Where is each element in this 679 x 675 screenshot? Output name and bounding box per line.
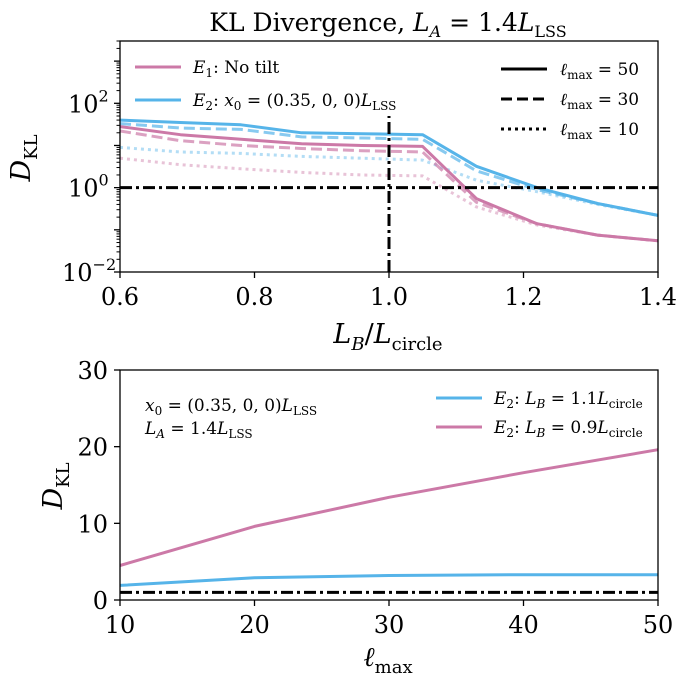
bottom-x-tick-label: 10 (105, 611, 136, 639)
bottom-x-tick-label: 40 (508, 611, 539, 639)
top-legend-series: E1: No tilt E2: x0 = (0.35, 0, 0)LLSS (135, 58, 396, 113)
top-y-tick-label: 102 (68, 86, 109, 118)
legend-label-e2-lb11: E2: LB = 1.1Lcircle (493, 389, 643, 411)
bottom-annotation-x0: x0 = (0.35, 0, 0)LLSS (145, 396, 317, 418)
bottom-x-axis-label: ℓmax (363, 642, 412, 675)
top-y-tick-label: 100 (68, 171, 109, 203)
series-line-e1-lmax50 (119, 125, 659, 243)
top-x-axis-label: LB/Lcircle (332, 319, 442, 355)
bottom-annotation-la: LA = 1.4LLSS (144, 419, 253, 441)
series-line-e1-lmax10 (119, 156, 659, 243)
bottom-y-ticks: 0 10 20 30 (77, 357, 120, 615)
bottom-x-ticks: 10 20 30 40 50 (105, 600, 674, 639)
top-plot-area (119, 115, 659, 272)
legend-label-lmax50: ℓmax = 50 (560, 60, 639, 82)
legend-label-lmax10: ℓmax = 10 (560, 120, 639, 142)
top-x-tick-label: 0.6 (101, 283, 139, 311)
bottom-x-tick-label: 50 (643, 611, 674, 639)
top-y-tick-label: 10−2 (62, 255, 116, 287)
bottom-y-tick-label: 30 (77, 357, 108, 385)
top-x-tick-label: 1.4 (639, 283, 677, 311)
top-y-ticks: 102 100 10−2 (62, 40, 120, 287)
bottom-y-tick-label: 10 (77, 510, 108, 538)
legend-label-e2-lb09: E2: LB = 0.9Lcircle (493, 418, 643, 440)
top-x-ticks: 0.6 0.8 1.0 1.2 1.4 (101, 272, 677, 311)
series-line-lb-0-9 (119, 448, 659, 567)
top-title: KL Divergence, LA = 1.4LLSS (209, 8, 566, 41)
series-line-lb-1-1 (119, 573, 658, 587)
legend-label-lmax30: ℓmax = 30 (560, 90, 639, 112)
bottom-legend: E2: LB = 1.1Lcircle E2: LB = 0.9Lcircle (436, 389, 643, 440)
bottom-x-tick-label: 20 (239, 611, 270, 639)
series-line-e2-lmax30 (119, 122, 659, 217)
series-line-e2-lmax10 (119, 145, 659, 217)
bottom-y-tick-label: 20 (77, 434, 108, 462)
legend-label-e1: E1: No tilt (192, 58, 279, 80)
top-y-axis-label: DKL (6, 134, 42, 182)
top-x-tick-label: 1.0 (370, 283, 408, 311)
bottom-y-tick-label: 0 (93, 587, 108, 615)
series-line-e2-lmax50 (119, 118, 659, 217)
legend-label-e2: E2: x0 = (0.35, 0, 0)LLSS (192, 91, 396, 113)
top-x-tick-label: 1.2 (504, 283, 542, 311)
top-legend-styles: ℓmax = 50 ℓmax = 30 ℓmax = 10 (501, 60, 639, 142)
bottom-y-axis-label: DKL (38, 462, 74, 510)
top-panel: KL Divergence, LA = 1.4LLSS 0.6 0.8 1.0 1.2… (6, 8, 677, 355)
bottom-plot-area (119, 448, 659, 594)
bottom-x-tick-label: 30 (374, 611, 405, 639)
top-x-tick-label: 0.8 (235, 283, 273, 311)
